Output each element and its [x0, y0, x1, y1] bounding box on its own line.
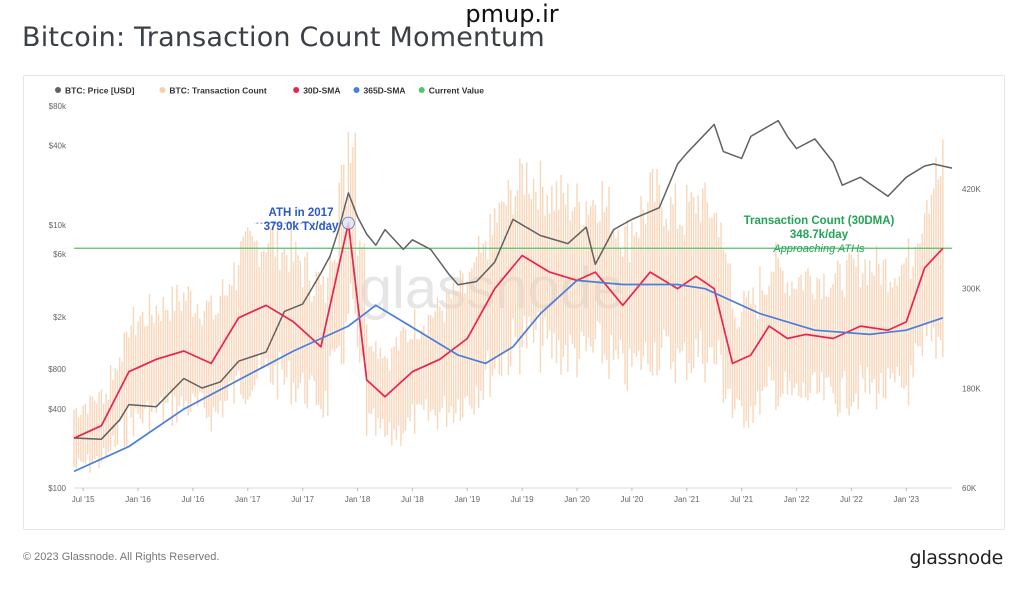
legend-dot-1 — [159, 87, 166, 93]
legend-label-4: Current Value — [429, 86, 485, 96]
chart-lines — [73, 119, 953, 473]
x-tick-label-5: Jan '18 — [345, 495, 371, 504]
ath-annotation-line-1: 379.0k Tx/day — [264, 221, 339, 233]
current-annotation-line-2: Approaching ATHs — [772, 243, 865, 255]
y-left-tick-1: $400 — [48, 405, 66, 414]
current-annotation-line-1: 348.7k/day — [790, 229, 849, 241]
x-tick-label-12: Jul '21 — [730, 495, 753, 504]
legend-label-2: 30D-SMA — [303, 86, 340, 96]
page-title: Bitcoin: Transaction Count Momentum — [22, 22, 545, 53]
y-left-tick-0: $100 — [48, 484, 66, 493]
legend-dot-3 — [353, 87, 360, 93]
x-tick-label-15: Jan '23 — [893, 495, 919, 504]
footer-logo: glassnode — [909, 547, 1004, 569]
legend-label-0: BTC: Price [USD] — [65, 86, 135, 96]
y-left-tick-3: $2k — [53, 313, 67, 322]
x-tick-label-11: Jan '21 — [674, 495, 700, 504]
x-tick-label-14: Jul '22 — [840, 495, 863, 504]
y-right-tick-3: 420K — [962, 185, 981, 194]
legend-label-3: 365D-SMA — [364, 86, 406, 96]
series-line-0 — [73, 119, 953, 440]
chart-axes: $100 $400 $800 $2k $6k $10k $40k $80k 60K 180K 300… — [48, 102, 981, 504]
chart-annotations: ATH in 2017 379.0k Tx/day Transaction Coun… — [254, 207, 895, 255]
current-annotation-line-0: Transaction Count (30DMA) — [744, 215, 895, 227]
y-right-tick-2: 300K — [962, 285, 981, 294]
legend-label-1: BTC: Transaction Count — [169, 86, 266, 96]
legend-dot-2 — [293, 87, 300, 93]
x-tick-label-0: Jul '15 — [72, 495, 95, 504]
y-left-tick-4: $6k — [53, 250, 67, 259]
footer-copyright: © 2023 Glassnode. All Rights Reserved. — [23, 551, 220, 563]
ath-annotation-line-0: ATH in 2017 — [269, 207, 334, 219]
ath-marker — [341, 216, 355, 230]
x-tick-label-9: Jan '20 — [564, 495, 590, 504]
y-left-tick-2: $800 — [48, 365, 66, 374]
x-tick-label-3: Jan '17 — [235, 495, 261, 504]
series-line-2 — [73, 279, 944, 473]
x-tick-label-4: Jul '17 — [291, 495, 314, 504]
y-right-tick-0: 60K — [962, 484, 977, 493]
chart-svg: BTC: Price [USD] BTC: Transaction Count 30… — [48, 86, 981, 505]
y-left-tick-7: $80k — [49, 102, 67, 111]
chart-frame: BTC: Price [USD] BTC: Transaction Count 30… — [23, 75, 1005, 530]
x-tick-label-1: Jan '16 — [125, 495, 151, 504]
x-tick-label-6: Jul '18 — [401, 495, 424, 504]
x-tick-label-2: Jul '16 — [181, 495, 204, 504]
chart-legend: BTC: Price [USD] BTC: Transaction Count 30… — [55, 86, 484, 96]
y-right-tick-1: 180K — [962, 384, 981, 393]
y-left-tick-5: $10k — [49, 221, 67, 230]
x-tick-label-10: Jul '20 — [620, 495, 643, 504]
legend-dot-0 — [55, 87, 61, 93]
tx-count-series — [73, 132, 944, 473]
series-line-1 — [73, 222, 944, 439]
x-tick-label-7: Jan '19 — [454, 495, 480, 504]
y-left-tick-6: $40k — [49, 142, 67, 151]
legend-dot-4 — [418, 87, 425, 93]
x-tick-label-8: Jul '19 — [511, 495, 534, 504]
site-watermark: pmup.ir — [465, 0, 559, 28]
x-tick-label-13: Jan '22 — [784, 495, 810, 504]
